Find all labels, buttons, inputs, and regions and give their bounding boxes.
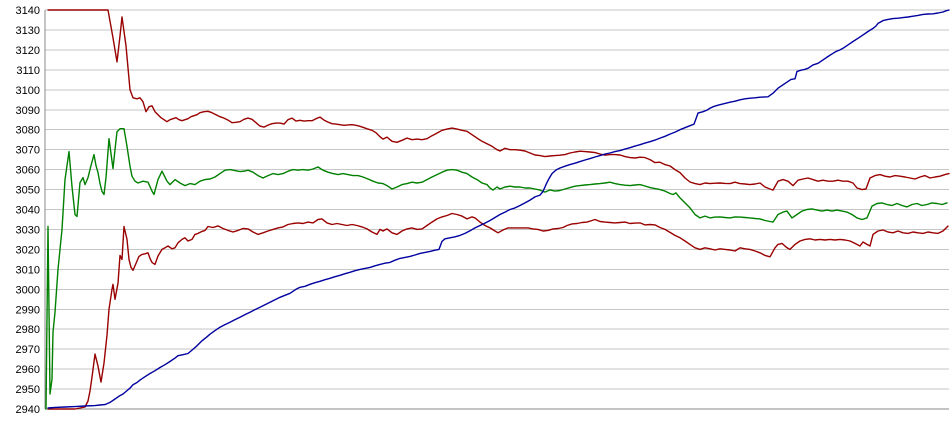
series-line-blue (47, 9, 950, 409)
y-axis-tick-label: 2980 (16, 324, 40, 336)
y-axis-tick-label: 3140 (16, 5, 40, 17)
y-axis-tick-label: 3020 (16, 244, 40, 256)
y-axis-tick-label: 3060 (16, 165, 40, 177)
y-axis-tick-label: 3130 (16, 25, 40, 37)
y-axis-tick-label: 3010 (16, 264, 40, 276)
y-axis-tick-label: 3070 (16, 145, 40, 157)
series-line-green (45, 127, 948, 410)
y-axis-tick-label: 3110 (16, 65, 40, 77)
y-axis-tick-label: 2950 (16, 384, 40, 396)
y-axis-tick-label: 3100 (16, 85, 40, 97)
y-axis-tick-label: 3090 (16, 105, 40, 117)
y-axis-tick-label: 3050 (16, 185, 40, 197)
y-axis-tick-label: 2990 (16, 304, 40, 316)
y-axis-tick-label: 3080 (16, 125, 40, 137)
series-line-red_lower (47, 212, 949, 410)
series-line-red_upper (47, 9, 950, 191)
y-axis-tick-label: 3000 (16, 284, 40, 296)
y-axis-tick-label: 2940 (16, 404, 40, 416)
y-axis-tick-label: 3030 (16, 224, 40, 236)
y-axis-tick-label: 2960 (16, 364, 40, 376)
y-axis-tick-label: 3040 (16, 205, 40, 217)
y-axis-tick-label: 2970 (16, 344, 40, 356)
y-axis-tick-label: 3120 (16, 45, 40, 57)
